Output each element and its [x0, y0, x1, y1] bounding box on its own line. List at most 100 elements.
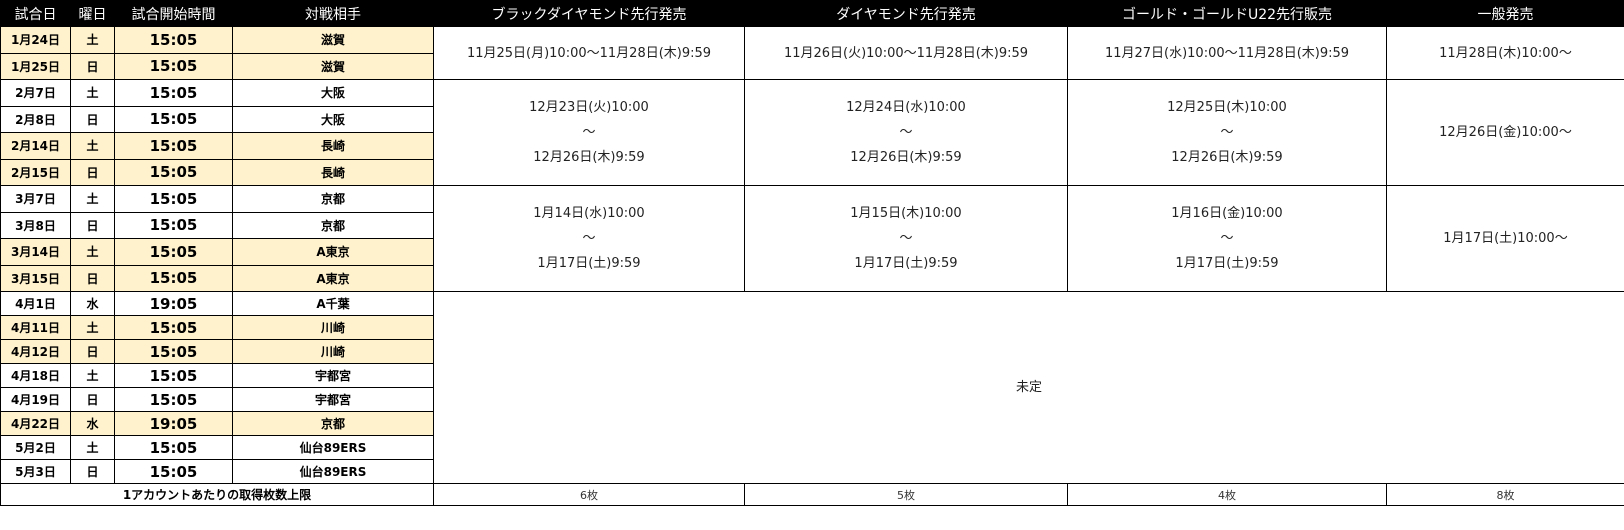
game-day: 日 — [70, 387, 115, 412]
game-time: 15:05 — [114, 26, 233, 54]
game-date: 3月15日 — [0, 264, 71, 292]
release-gold: 11月27日(水)10:00～11月28日(木)9:59 — [1067, 26, 1387, 80]
game-opponent: 長崎 — [232, 158, 434, 186]
release-diamond: 1月15日(木)10:00 ～ 1月17日(土)9:59 — [744, 185, 1068, 292]
game-time: 15:05 — [114, 105, 233, 133]
game-day: 土 — [70, 238, 115, 266]
game-date: 4月11日 — [0, 315, 71, 340]
release-period-line: 11月27日(水)10:00～11月28日(木)9:59 — [1104, 45, 1350, 61]
game-time: 19:05 — [114, 291, 233, 316]
game-day: 土 — [70, 435, 115, 460]
game-time: 15:05 — [114, 132, 233, 160]
ticket-schedule-table: 試合日 曜日 試合開始時間 対戦相手 ブラックダイヤモンド先行発売 ダイヤモンド… — [0, 0, 1624, 506]
release-period-line: 12月23日(火)10:00 — [529, 100, 649, 115]
ticket-limit-label: 1アカウントあたりの取得枚数上限 — [0, 483, 434, 506]
game-day: 日 — [70, 211, 115, 239]
game-opponent: 仙台89ERS — [232, 435, 434, 460]
game-date: 3月8日 — [0, 211, 71, 239]
game-time: 15:05 — [114, 435, 233, 460]
game-day: 水 — [70, 291, 115, 316]
limit-gold: 4枚 — [1067, 483, 1387, 506]
game-time: 15:05 — [114, 79, 233, 107]
game-opponent: A千葉 — [232, 291, 434, 316]
game-day: 土 — [70, 26, 115, 54]
game-row: 5月3日日 15:05 仙台89ERS — [0, 459, 1624, 484]
game-row: 2月7日土 15:05 大阪 12月23日(火)10:00 ～ 12月26日(木)9:59… — [0, 79, 1624, 186]
release-period-line: 1月15日(木)10:00 — [850, 206, 962, 221]
game-row: 1月25日日 15:05 滋賀 — [0, 52, 1624, 80]
game-row: 1月24日土 15:05 滋賀 11月25日(月)10:00～11月28日(木)9:5… — [0, 26, 1624, 80]
game-time: 15:05 — [114, 339, 233, 364]
game-day: 日 — [70, 459, 115, 484]
game-time: 15:05 — [114, 238, 233, 266]
game-date: 3月14日 — [0, 238, 71, 266]
limit-general: 8枚 — [1386, 483, 1624, 506]
game-opponent: 長崎 — [232, 132, 434, 160]
header-opponent: 対戦相手 — [232, 0, 434, 27]
game-date: 4月12日 — [0, 339, 71, 364]
release-period-line: ～ — [582, 231, 596, 246]
game-time: 15:05 — [114, 264, 233, 292]
game-date: 2月7日 — [0, 79, 71, 107]
game-row: 2月15日日 15:05 長崎 — [0, 158, 1624, 186]
game-day: 日 — [70, 339, 115, 364]
game-time: 15:05 — [114, 185, 233, 213]
limit-diamond: 5枚 — [744, 483, 1068, 506]
game-time: 15:05 — [114, 459, 233, 484]
release-period-line: 12月26日(木)9:59 — [1171, 150, 1283, 165]
release-period-line: 11月28日(木)10:00～ — [1439, 45, 1572, 61]
header-black-diamond: ブラックダイヤモンド先行発売 — [433, 0, 745, 27]
limit-black-diamond: 6枚 — [433, 483, 745, 506]
game-date: 4月19日 — [0, 387, 71, 412]
game-row: 3月7日土 15:05 京都 1月14日(水)10:00 ～ 1月17日(土)9:59 1月… — [0, 185, 1624, 292]
game-row: 3月15日日 15:05 A東京 — [0, 264, 1624, 292]
release-period-line: ～ — [899, 231, 913, 246]
release-general: 11月28日(木)10:00～ — [1386, 26, 1624, 80]
game-day: 水 — [70, 411, 115, 436]
game-day: 日 — [70, 158, 115, 186]
game-date: 4月22日 — [0, 411, 71, 436]
game-opponent: 宇都宮 — [232, 363, 434, 388]
release-black-diamond: 12月23日(火)10:00 ～ 12月26日(木)9:59 — [433, 79, 745, 186]
release-black-diamond: 1月14日(水)10:00 ～ 1月17日(土)9:59 — [433, 185, 745, 292]
game-opponent: 大阪 — [232, 79, 434, 107]
footer-row: 1アカウントあたりの取得枚数上限 6枚 5枚 4枚 8枚 — [0, 483, 1624, 506]
game-row: 4月11日土 15:05 川崎 — [0, 315, 1624, 340]
release-period-line: 11月25日(月)10:00～11月28日(木)9:59 — [466, 45, 712, 61]
release-black-diamond: 11月25日(月)10:00～11月28日(木)9:59 — [433, 26, 745, 80]
game-opponent: A東京 — [232, 238, 434, 266]
game-time: 19:05 — [114, 411, 233, 436]
release-period-line: 1月17日(土)9:59 — [854, 256, 958, 271]
game-day: 土 — [70, 315, 115, 340]
release-period-line: 12月24日(水)10:00 — [846, 100, 966, 115]
header-general: 一般発売 — [1386, 0, 1624, 27]
game-time: 15:05 — [114, 52, 233, 80]
game-day: 土 — [70, 363, 115, 388]
header-time: 試合開始時間 — [114, 0, 233, 27]
game-day: 土 — [70, 132, 115, 160]
game-opponent: 京都 — [232, 185, 434, 213]
release-general: 12月26日(金)10:00～ — [1386, 79, 1624, 186]
game-date: 1月24日 — [0, 26, 71, 54]
game-row: 3月8日日 15:05 京都 — [0, 211, 1624, 239]
game-row: 4月22日水 19:05 京都 — [0, 411, 1624, 436]
game-row: 4月1日水 19:05 A千葉 未定 — [0, 291, 1624, 484]
game-opponent: 京都 — [232, 411, 434, 436]
game-opponent: 川崎 — [232, 339, 434, 364]
release-period-line: ～ — [1220, 231, 1234, 246]
release-period-line: 1月17日(土)9:59 — [1175, 256, 1279, 271]
release-period-line: 11月26日(火)10:00～11月28日(木)9:59 — [783, 45, 1029, 61]
game-day: 日 — [70, 105, 115, 133]
header-gold: ゴールド・ゴールドU22先行販売 — [1067, 0, 1387, 27]
game-opponent: 京都 — [232, 211, 434, 239]
release-undecided: 未定 — [433, 291, 1624, 484]
release-period-line: 1月14日(水)10:00 — [533, 206, 645, 221]
release-general: 1月17日(土)10:00～ — [1386, 185, 1624, 292]
game-date: 4月1日 — [0, 291, 71, 316]
game-row: 2月14日土 15:05 長崎 — [0, 132, 1624, 160]
game-day: 日 — [70, 52, 115, 80]
game-date: 3月7日 — [0, 185, 71, 213]
game-opponent: 宇都宮 — [232, 387, 434, 412]
game-day: 土 — [70, 185, 115, 213]
game-date: 5月2日 — [0, 435, 71, 460]
